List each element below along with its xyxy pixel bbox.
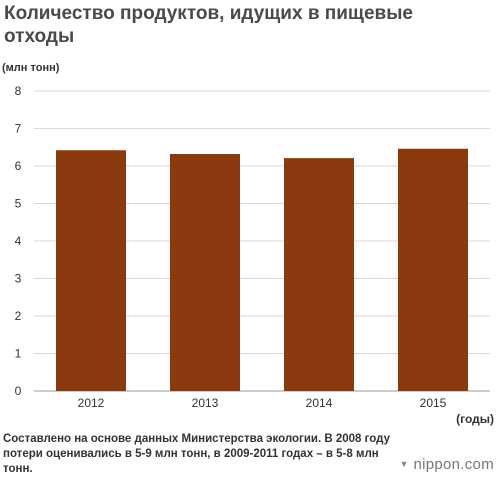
y-tick-label: 6 bbox=[15, 159, 22, 173]
x-axis-unit-label: (годы) bbox=[456, 412, 494, 426]
y-tick-label: 0 bbox=[15, 384, 22, 398]
bar-2014 bbox=[284, 158, 354, 391]
x-tick-label: 2014 bbox=[306, 396, 333, 410]
chart-title: Количество продуктов, идущих в пищевые о… bbox=[4, 3, 414, 47]
y-tick-label: 8 bbox=[15, 84, 22, 98]
y-tick-label: 5 bbox=[15, 197, 22, 211]
nippon-logo-icon: ▼ bbox=[399, 459, 409, 469]
x-tick-labels: 2012 2013 2014 2015 bbox=[78, 396, 447, 410]
bar-chart: 0 1 2 3 4 5 6 7 8 2012 2013 2014 2015 bbox=[15, 84, 490, 410]
y-tick-label: 4 bbox=[15, 234, 22, 248]
y-axis-unit-label: (млн тонн) bbox=[2, 62, 60, 74]
bar-2013 bbox=[170, 154, 240, 391]
brand-mark: ▼ nippon.com bbox=[399, 456, 494, 473]
bar-2015 bbox=[398, 148, 468, 391]
x-tick-label: 2013 bbox=[192, 396, 219, 410]
x-tick-label: 2012 bbox=[78, 396, 105, 410]
y-tick-labels: 0 1 2 3 4 5 6 7 8 bbox=[15, 84, 22, 398]
x-tick-label: 2015 bbox=[420, 396, 447, 410]
bars bbox=[56, 148, 468, 391]
y-tick-label: 2 bbox=[15, 309, 22, 323]
y-tick-label: 1 bbox=[15, 347, 22, 361]
source-note: Составлено на основе данных Министерства… bbox=[3, 433, 390, 475]
y-tick-label: 3 bbox=[15, 272, 22, 286]
bar-2012 bbox=[56, 150, 126, 391]
y-tick-label: 7 bbox=[15, 122, 22, 136]
brand-name: nippon.com bbox=[413, 456, 494, 473]
